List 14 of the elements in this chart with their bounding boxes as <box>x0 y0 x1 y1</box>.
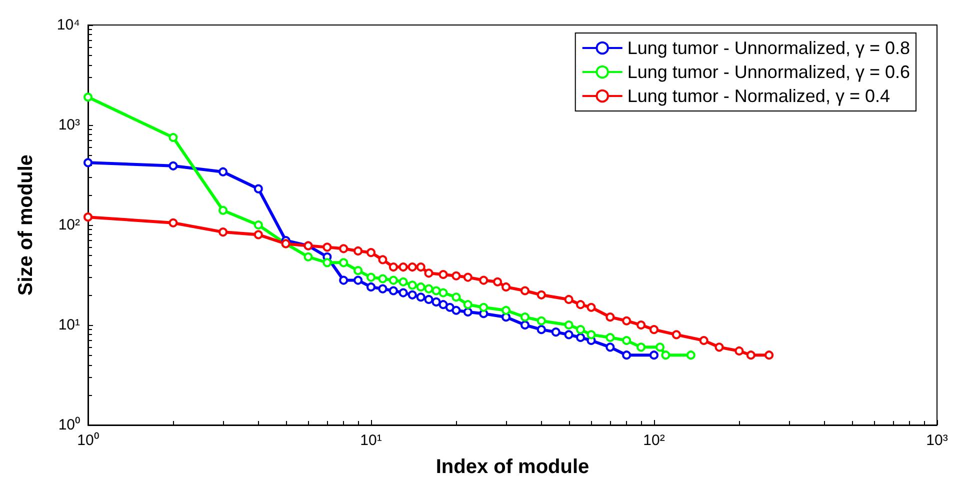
y-tick-label: 10¹ <box>58 316 80 334</box>
y-tick-label: 10² <box>58 216 80 234</box>
legend-label: Lung tumor - Unnormalized, γ = 0.6 <box>627 62 910 82</box>
y-tick-label: 10³ <box>58 116 80 134</box>
y-axis-title: Size of module <box>15 154 37 296</box>
y-tick-label: 10⁴ <box>56 16 80 34</box>
y-tick-label: 10⁰ <box>58 416 80 434</box>
legend-label: Lung tumor - Normalized, γ = 0.4 <box>627 86 890 106</box>
x-tick-label: 10³ <box>926 432 948 449</box>
legend-label: Lung tumor - Unnormalized, γ = 0.8 <box>627 38 910 58</box>
x-tick-label: 10⁰ <box>77 432 99 449</box>
x-tick-label: 10¹ <box>360 432 382 449</box>
x-axis-title: Index of module <box>436 456 590 478</box>
x-tick-label: 10² <box>643 432 665 449</box>
